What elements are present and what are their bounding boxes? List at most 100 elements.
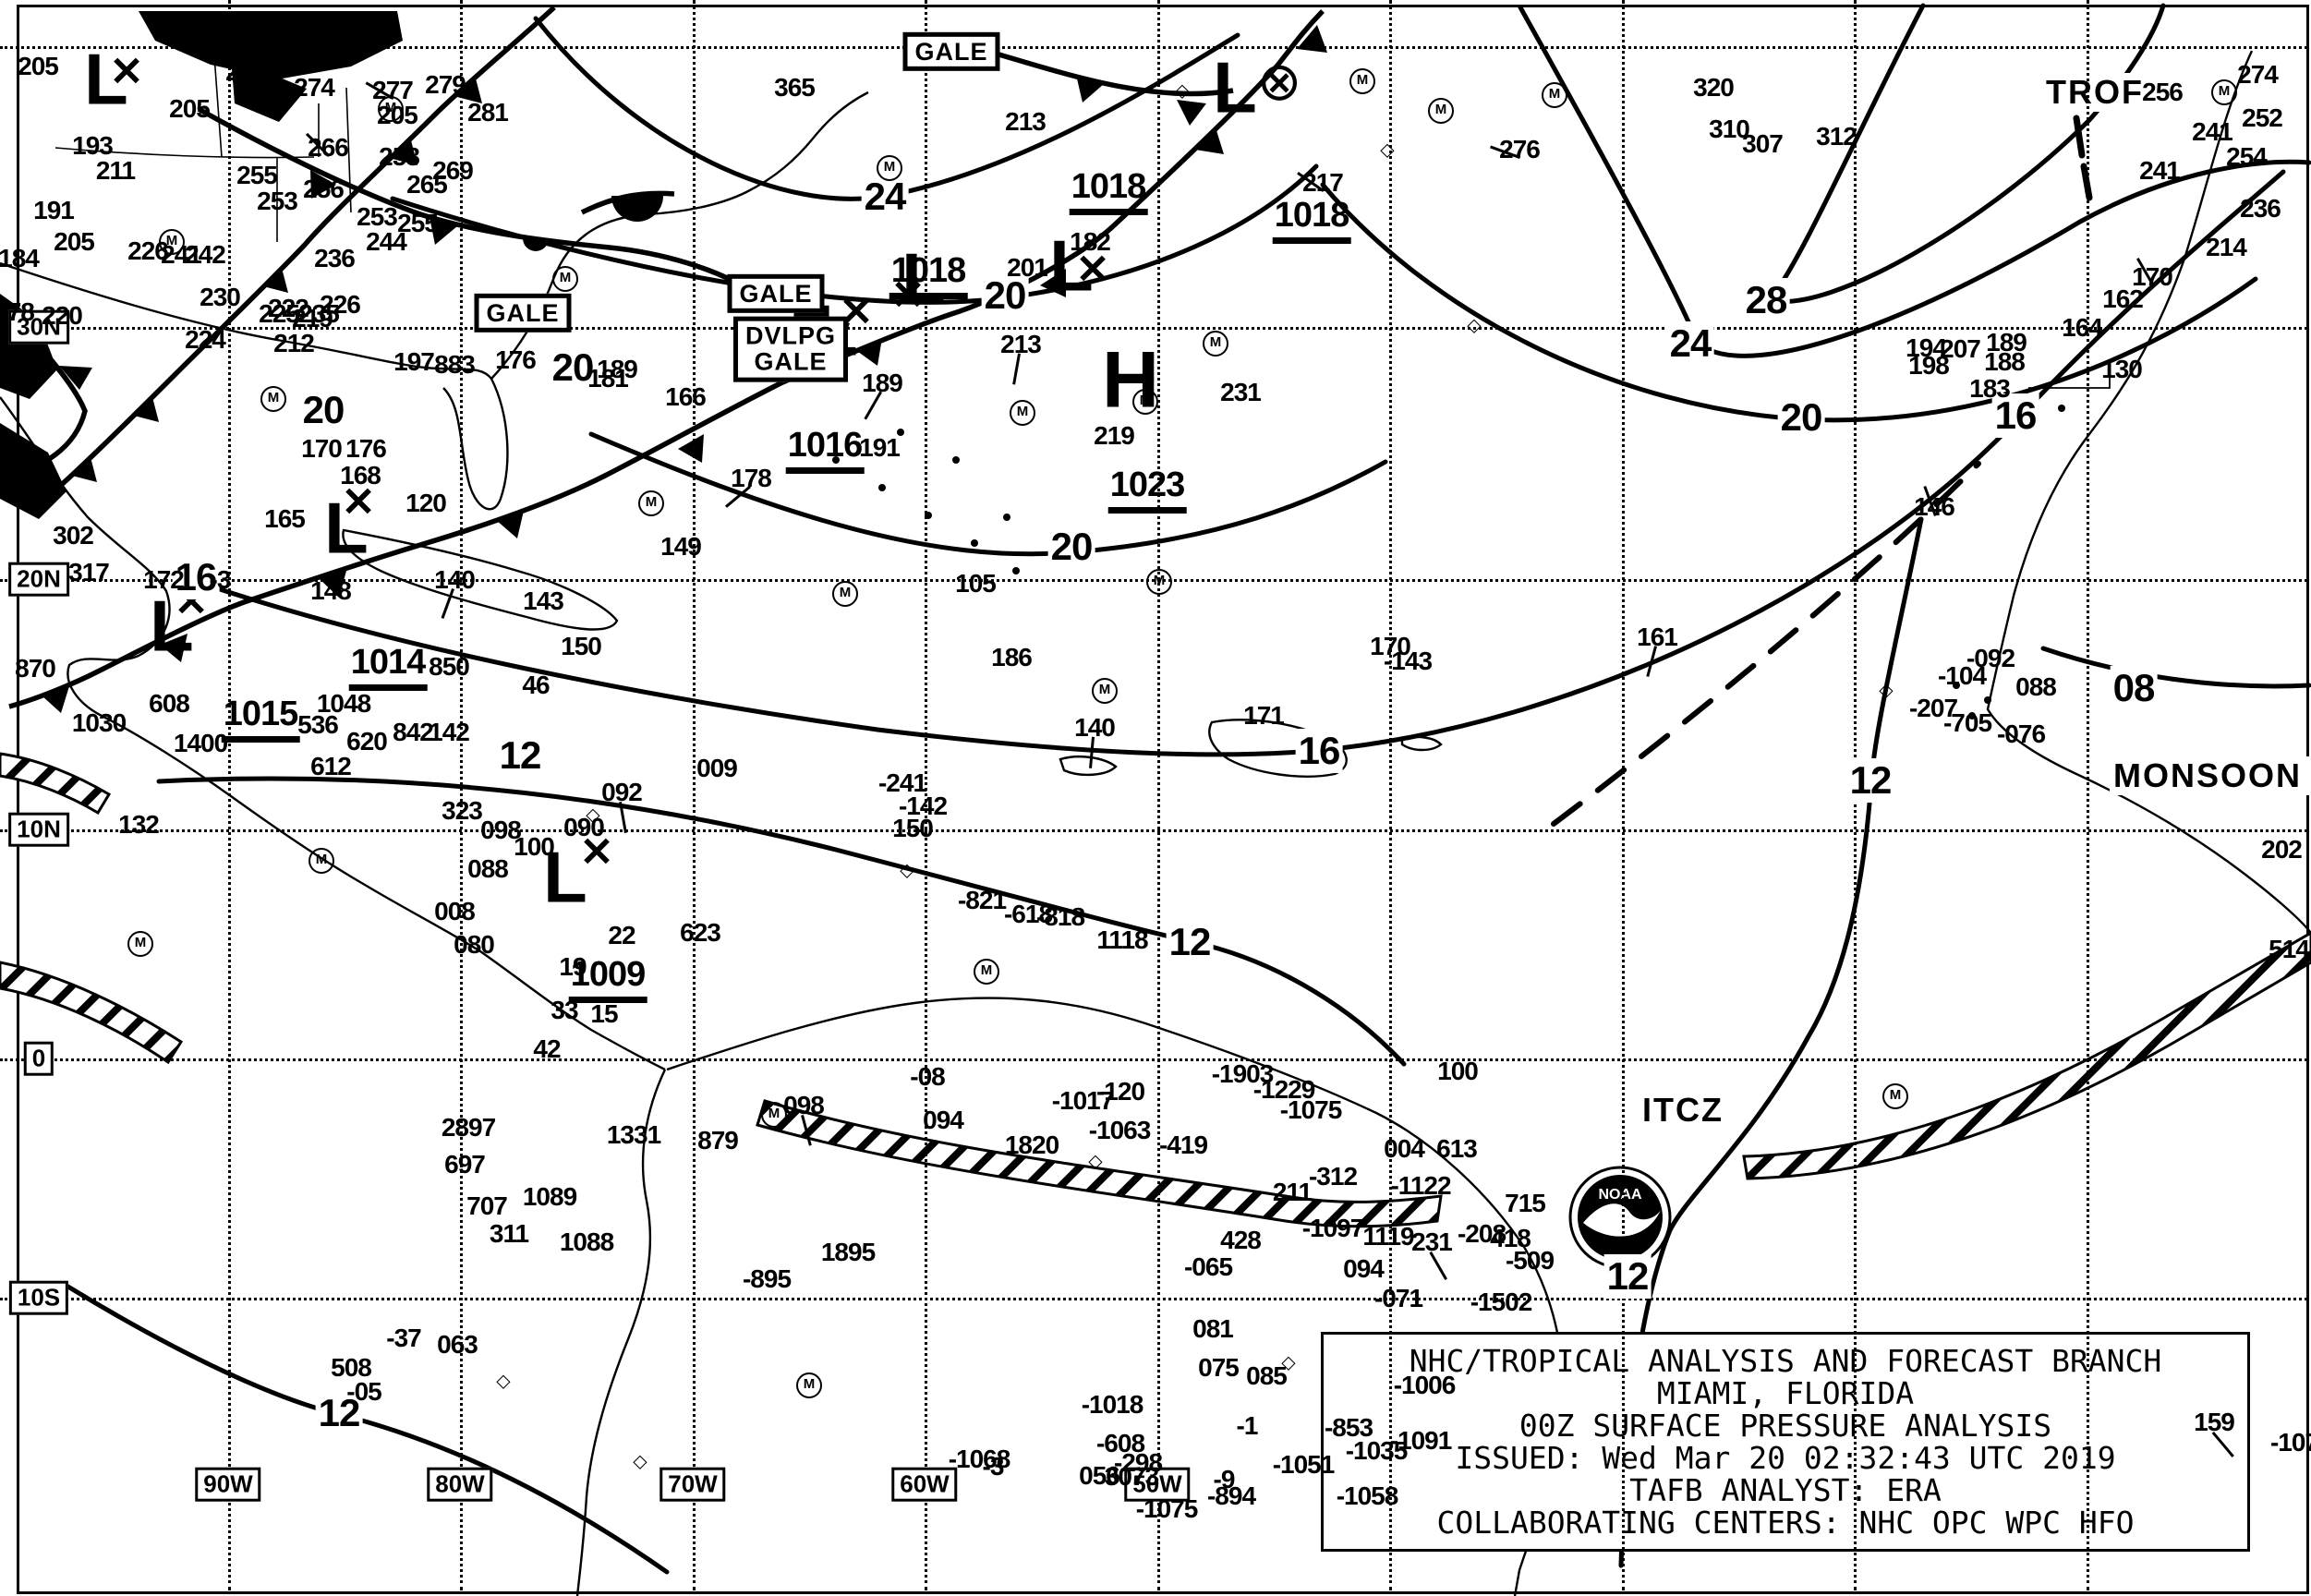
station-value: 1118 — [1096, 925, 1148, 954]
longitude-gridline — [460, 0, 463, 1590]
ship-obs-icon: M — [1882, 1083, 1908, 1109]
station-value: 189 — [597, 355, 638, 383]
station-value: 170 — [301, 434, 343, 463]
station-value: 850 — [429, 652, 470, 681]
station-value: -142 — [898, 792, 948, 820]
station-value: 312 — [1816, 122, 1857, 151]
station-value: -071 — [1373, 1284, 1423, 1312]
low-pressure-symbol: L — [84, 38, 128, 120]
longitude-label: 60W — [891, 1467, 958, 1502]
ship-obs-icon: M — [378, 96, 404, 122]
station-value: 1089 — [522, 1182, 577, 1211]
station-value: -1075 — [1279, 1095, 1343, 1124]
station-value: 269 — [432, 156, 474, 185]
station-value: 428 — [1220, 1226, 1262, 1254]
station-value: 094 — [1343, 1254, 1385, 1283]
station-value: 100 — [514, 832, 555, 861]
ship-obs-icon: M — [638, 490, 664, 516]
longitude-label: 80W — [427, 1467, 493, 1502]
station-value: 098 — [480, 816, 522, 844]
station-value: 1331 — [606, 1120, 661, 1149]
station-value: 207 — [1940, 334, 1981, 363]
station-value: 266 — [308, 133, 349, 162]
isobar-label: 24 — [1666, 321, 1714, 366]
station-value: 620 — [346, 727, 388, 756]
latitude-label: 10S — [8, 1280, 69, 1315]
station-value: 205 — [18, 52, 59, 80]
station-value: 162 — [2102, 284, 2144, 313]
info-box-line-1: MIAMI, FLORIDA — [1656, 1375, 1915, 1411]
station-value: 1030 — [71, 708, 127, 737]
station-value: 241 — [2139, 156, 2181, 185]
station-value: 226 — [320, 290, 361, 319]
ship-obs-icon: M — [832, 581, 858, 607]
station-value: 080 — [454, 930, 495, 959]
station-value: 197 — [393, 347, 435, 376]
station-value: -894 — [1206, 1481, 1256, 1510]
longitude-gridline — [2087, 0, 2089, 1590]
station-value: 205 — [54, 227, 95, 256]
station-value: 253 — [257, 187, 298, 215]
station-value: 142 — [429, 718, 470, 746]
station-value: -853 — [1324, 1413, 1373, 1442]
station-value: 623 — [680, 918, 721, 947]
station-value: -08 — [910, 1062, 945, 1091]
station-value: 189 — [1986, 328, 2027, 357]
station-value: 870 — [15, 654, 56, 683]
latitude-gridline — [0, 46, 2307, 49]
station-value: 143 — [523, 586, 564, 615]
latitude-gridline — [0, 1298, 2307, 1300]
station-value: 186 — [991, 643, 1033, 671]
station-value: 214 — [2206, 233, 2247, 261]
station-value: -1051 — [1272, 1450, 1336, 1479]
isobar-label: 12 — [315, 1391, 363, 1435]
station-value: 311 — [489, 1219, 529, 1248]
station-value: 148 — [310, 576, 352, 605]
isobar-label: 24 — [861, 175, 909, 219]
station-value: 252 — [2242, 103, 2283, 132]
obs-diamond-icon: ◇ — [1467, 315, 1482, 336]
station-value: 236 — [2240, 194, 2281, 223]
station-value: 320 — [1693, 73, 1735, 102]
low-center-cross: ✕ — [1075, 247, 1110, 293]
station-value: 132 — [118, 810, 160, 839]
station-value: 236 — [314, 244, 356, 272]
isobar-label: 16 — [1991, 393, 2039, 438]
station-value: 307 — [1742, 129, 1784, 158]
station-value: -1229 — [1252, 1075, 1316, 1104]
obs-diamond-icon: ◇ — [1088, 1151, 1103, 1172]
station-value: 317 — [21, 479, 63, 508]
obs-diamond-icon: ◇ — [1175, 80, 1190, 102]
gale-warning-box: GALE — [902, 31, 1000, 72]
obs-diamond-icon: ◇ — [586, 804, 600, 826]
station-value: 256 — [225, 57, 267, 86]
station-value: 46 — [522, 671, 550, 699]
latitude-gridline — [0, 829, 2307, 832]
station-value: 120 — [405, 489, 447, 517]
station-value: 514 — [2269, 935, 2310, 963]
longitude-gridline — [925, 0, 927, 1590]
station-value: 279 — [425, 70, 466, 99]
station-value: 170 — [2132, 262, 2173, 291]
station-value: -3 — [982, 1452, 1005, 1481]
station-value: 418 — [1490, 1224, 1531, 1252]
station-value: 184 — [0, 244, 40, 272]
station-value: 202 — [2261, 835, 2303, 864]
isobar-label: 20 — [1777, 395, 1825, 440]
station-value: -818 — [1035, 902, 1085, 931]
station-value: 3073 — [1104, 1462, 1159, 1491]
obs-diamond-icon: ◇ — [900, 860, 914, 881]
station-value: -705 — [1942, 708, 1992, 737]
ship-obs-icon: M — [877, 155, 902, 181]
station-value: 231 — [1220, 378, 1262, 406]
station-value: 166 — [665, 382, 707, 411]
station-value: 274 — [294, 73, 335, 102]
ship-obs-icon: M — [1010, 400, 1035, 426]
station-value: -208 — [1457, 1219, 1506, 1248]
monsoon-trof-label: MONSOON T — [2110, 756, 2311, 795]
station-value: -065 — [1183, 1252, 1233, 1281]
station-value: 220 — [42, 301, 83, 330]
map-border — [17, 5, 2309, 1594]
longitude-label: 50W — [1124, 1467, 1191, 1502]
station-value: -821 — [957, 886, 1007, 914]
